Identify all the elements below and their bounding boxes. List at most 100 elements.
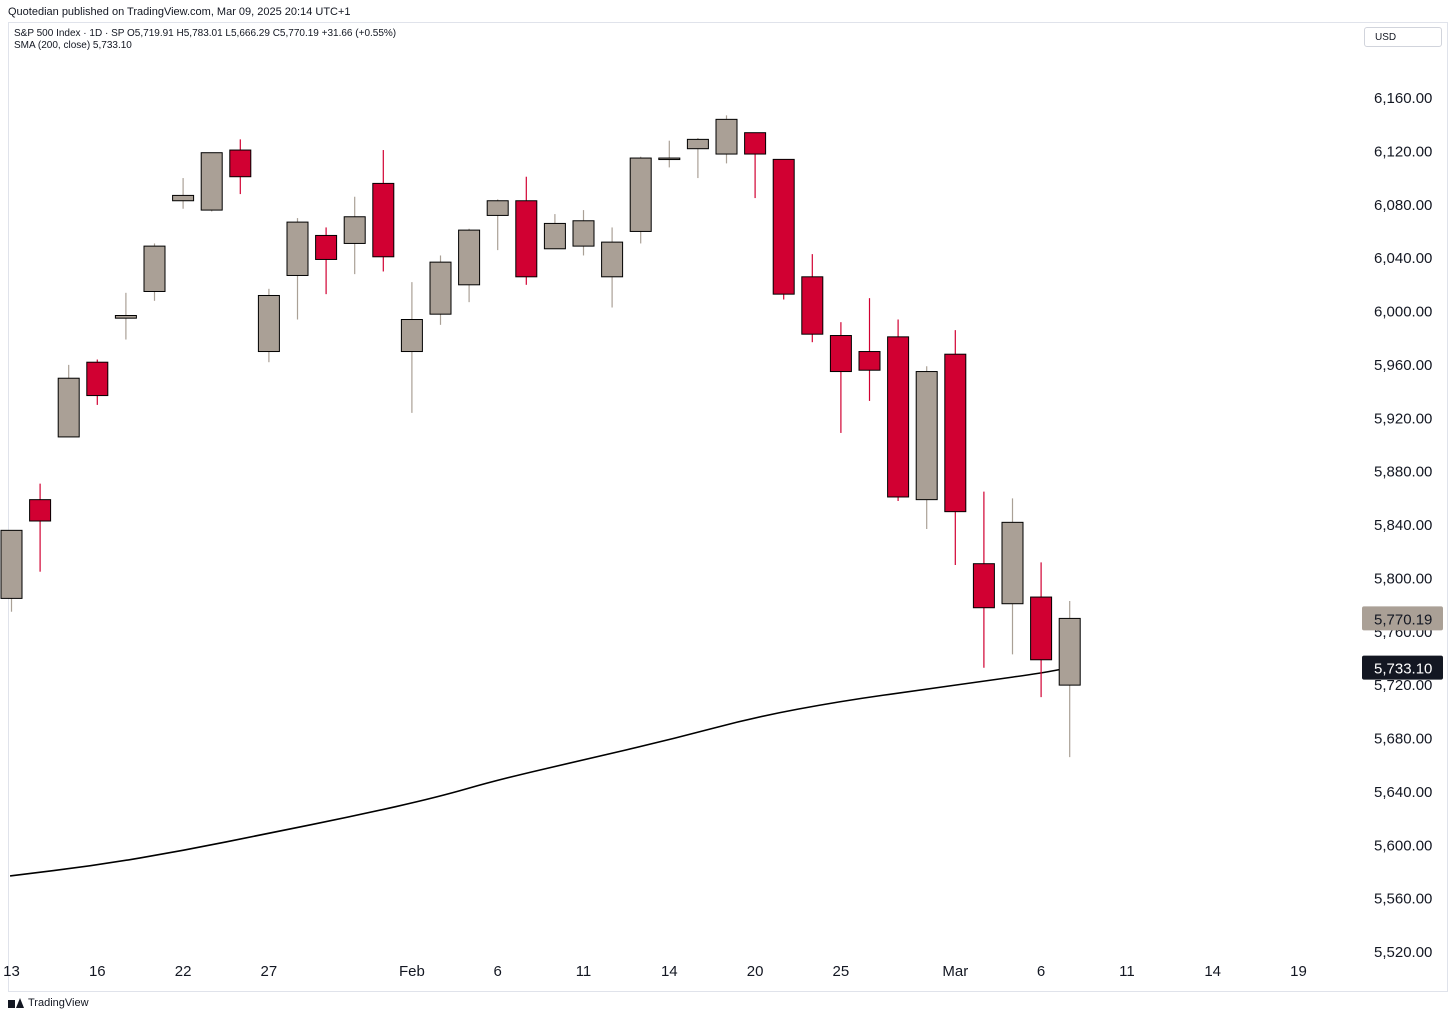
candle[interactable] <box>0 529 23 612</box>
x-tick-label: 16 <box>89 963 106 980</box>
candle-body <box>257 294 280 353</box>
candle-body <box>715 118 738 155</box>
candle-body <box>744 132 767 155</box>
candle[interactable] <box>744 132 767 199</box>
y-axis: 6,160.00 6,120.00 6,080.00 6,040.00 6,000.00… <box>1374 90 1432 961</box>
candle-body <box>772 158 795 295</box>
candle-body <box>200 152 223 211</box>
candle[interactable] <box>1030 562 1053 698</box>
y-tick-label: 5,880.00 <box>1374 464 1432 481</box>
candle[interactable] <box>86 359 109 405</box>
x-tick-label: 14 <box>1204 963 1221 980</box>
x-tick-label: 25 <box>833 963 850 980</box>
candle-body <box>29 499 52 522</box>
x-tick-label: 6 <box>494 963 502 980</box>
candle-body <box>400 319 423 353</box>
candle[interactable] <box>429 255 452 325</box>
candle-body <box>572 220 595 247</box>
candle[interactable] <box>143 243 166 301</box>
price-tags: 5,770.19 5,733.10 <box>1362 606 1443 680</box>
candle[interactable] <box>944 330 967 566</box>
currency-selector[interactable]: USD <box>1364 27 1442 47</box>
close-price-tag: 5,770.19 <box>1362 606 1443 631</box>
candle[interactable] <box>601 227 624 308</box>
candle-body <box>286 221 309 276</box>
x-tick-label: 20 <box>747 963 764 980</box>
candle[interactable] <box>286 218 309 320</box>
candle-body <box>915 371 938 501</box>
x-tick-label: 19 <box>1290 963 1307 980</box>
candle-body <box>944 353 967 513</box>
candle-body <box>543 222 566 250</box>
candle[interactable] <box>458 228 481 303</box>
candle-body <box>486 200 509 216</box>
candle[interactable] <box>572 210 595 256</box>
candle-body <box>858 351 881 371</box>
candle-body <box>315 234 338 260</box>
y-tick-label: 5,960.00 <box>1374 357 1432 374</box>
sma-price-tag: 5,733.10 <box>1362 655 1443 680</box>
candle-body <box>57 377 80 438</box>
candle[interactable] <box>715 115 738 164</box>
candle-body <box>372 182 395 258</box>
candle[interactable] <box>858 298 881 401</box>
sma-price-tag-label: 5,733.10 <box>1374 661 1432 678</box>
legend-symbol-line: S&P 500 Index · 1D · SP O5,719.91 H5,783… <box>14 28 397 39</box>
candle-body <box>0 529 23 599</box>
candle-body <box>229 149 252 178</box>
x-tick-label: 13 <box>3 963 20 980</box>
candle[interactable] <box>772 158 795 300</box>
candle[interactable] <box>686 138 709 179</box>
candle-body <box>458 229 481 286</box>
candle[interactable] <box>172 178 195 209</box>
candle-body <box>887 336 910 498</box>
candle[interactable] <box>1058 601 1081 758</box>
sma-200-line <box>9 666 1070 877</box>
published-note: Quotedian published on TradingView.com, … <box>8 6 351 18</box>
sma-price-tag-bg <box>1362 655 1443 680</box>
candle[interactable] <box>829 322 852 433</box>
candle[interactable] <box>543 214 566 250</box>
candle[interactable] <box>486 199 509 251</box>
x-tick-label: 6 <box>1037 963 1045 980</box>
x-tick-label: 14 <box>661 963 678 980</box>
candle[interactable] <box>57 364 80 438</box>
x-tick-label: 11 <box>576 963 592 980</box>
y-tick-label: 6,040.00 <box>1374 250 1432 267</box>
candle[interactable] <box>315 227 338 295</box>
footer-brand-label: TradingView <box>28 997 89 1009</box>
y-tick-label: 6,000.00 <box>1374 304 1432 321</box>
candle[interactable] <box>972 491 995 668</box>
candle[interactable] <box>801 254 824 343</box>
candle[interactable] <box>887 319 910 501</box>
candle[interactable] <box>257 288 280 363</box>
chart-frame <box>8 22 1448 992</box>
candle[interactable] <box>229 139 252 195</box>
candle-body <box>1058 617 1081 686</box>
y-tick-label: 6,080.00 <box>1374 197 1432 214</box>
footer-brand[interactable]: TradingView <box>8 997 89 1009</box>
candle-body <box>601 241 624 278</box>
candle[interactable] <box>400 282 423 413</box>
y-tick-label: 5,840.00 <box>1374 517 1432 534</box>
y-tick-label: 5,560.00 <box>1374 891 1432 908</box>
candle[interactable] <box>114 292 137 340</box>
close-price-tag-label: 5,770.19 <box>1374 611 1432 628</box>
candle-body <box>515 200 538 278</box>
candle-body <box>1030 596 1053 661</box>
y-tick-label: 6,120.00 <box>1374 143 1432 160</box>
y-tick-label: 6,160.00 <box>1374 90 1432 107</box>
candle[interactable] <box>629 156 652 244</box>
candle[interactable] <box>658 140 681 168</box>
candle-body <box>114 315 137 319</box>
candle[interactable] <box>29 483 52 572</box>
candle[interactable] <box>372 150 395 272</box>
candle[interactable] <box>200 152 223 212</box>
candle[interactable] <box>915 366 938 530</box>
candle[interactable] <box>343 196 366 275</box>
y-tick-label: 5,720.00 <box>1374 677 1432 694</box>
candle-layer <box>0 115 1081 758</box>
candle[interactable] <box>1001 498 1024 655</box>
candle[interactable] <box>515 176 538 285</box>
